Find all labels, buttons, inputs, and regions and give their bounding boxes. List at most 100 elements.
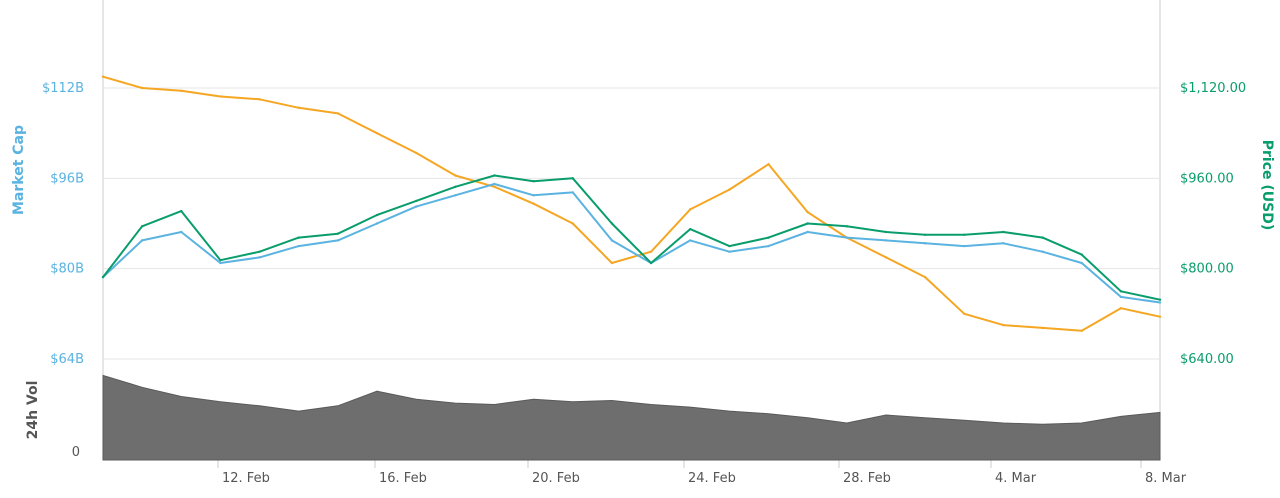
x-tick-label: 8. Mar <box>1145 471 1187 486</box>
x-tick-label: 20. Feb <box>532 471 580 486</box>
data-point-price-btc <box>923 275 927 279</box>
data-point-price-btc <box>610 261 614 265</box>
data-point-market-cap <box>767 244 770 248</box>
data-point-price-usd <box>923 233 927 236</box>
data-point-price-btc <box>258 98 261 101</box>
left-tick-label: $64B <box>50 352 84 367</box>
data-point-price-usd <box>1158 298 1162 301</box>
series-layer <box>101 75 1162 332</box>
data-point-market-cap <box>728 250 731 253</box>
data-point-market-cap <box>1080 261 1083 265</box>
data-point-price-usd <box>180 209 183 213</box>
data-point-price-usd <box>414 199 418 203</box>
data-point-price-btc <box>963 312 966 316</box>
data-point-market-cap <box>532 194 535 197</box>
data-point-price-btc <box>884 256 888 259</box>
right-axis-title: Price (USD) <box>1259 140 1275 231</box>
data-point-price-btc <box>336 112 340 115</box>
data-point-price-btc <box>219 95 222 98</box>
data-point-price-btc <box>767 163 770 166</box>
series-line-price-usd <box>102 174 1161 301</box>
data-point-price-usd <box>1080 253 1083 256</box>
data-point-price-usd <box>649 261 653 265</box>
data-point-price-usd <box>884 230 888 234</box>
data-point-market-cap <box>180 230 183 234</box>
data-point-market-cap <box>1041 250 1044 253</box>
volume-layer <box>102 374 1161 461</box>
left-tick-label: $80B <box>50 262 84 277</box>
data-point-price-usd <box>493 174 496 177</box>
x-tick-label: 4. Mar <box>995 471 1037 486</box>
tick-layer: $64B $640.00 $80B $800.00 $96B $960.00 $112B $1… <box>42 81 1246 486</box>
data-point-price-usd <box>963 233 966 236</box>
data-point-price-usd <box>571 177 574 180</box>
data-point-market-cap <box>610 239 614 242</box>
data-point-price-btc <box>297 106 300 109</box>
data-point-market-cap <box>689 239 692 242</box>
data-point-price-btc <box>1119 306 1123 310</box>
x-tick-label: 24. Feb <box>688 471 736 486</box>
data-point-price-usd <box>845 225 849 228</box>
data-point-price-usd <box>297 236 300 239</box>
data-point-price-usd <box>806 222 809 225</box>
data-point-market-cap <box>571 191 574 194</box>
left-axis-title: Market Cap <box>11 125 27 215</box>
left-tick-label: $96B <box>50 171 84 186</box>
data-point-price-usd <box>375 213 379 217</box>
data-point-price-btc <box>806 211 809 214</box>
left-tick-label: $112B <box>42 81 84 96</box>
data-point-market-cap <box>297 244 300 248</box>
data-point-price-btc <box>1158 315 1162 318</box>
x-tick-label: 16. Feb <box>379 471 427 486</box>
data-point-price-btc <box>180 89 183 93</box>
volume-area <box>102 374 1161 461</box>
data-point-price-btc <box>649 250 653 253</box>
data-point-price-btc <box>375 131 379 135</box>
data-point-market-cap <box>845 236 849 239</box>
data-point-price-usd <box>532 179 535 183</box>
data-point-price-usd <box>767 236 770 239</box>
data-point-price-usd <box>140 225 144 228</box>
data-point-price-btc <box>1002 323 1005 327</box>
data-point-price-usd <box>336 232 340 235</box>
data-point-market-cap <box>219 261 222 265</box>
data-point-price-btc <box>689 208 692 211</box>
data-point-market-cap <box>1119 295 1123 299</box>
right-tick-label: $1,120.00 <box>1180 81 1246 96</box>
data-point-market-cap <box>963 244 966 248</box>
data-point-market-cap <box>1158 301 1162 304</box>
volume-tick-label: 0 <box>72 445 80 460</box>
grid-layer <box>102 0 1161 468</box>
data-point-price-usd <box>258 250 261 253</box>
data-point-price-btc <box>493 185 496 189</box>
x-tick-label: 28. Feb <box>843 471 891 486</box>
data-point-price-usd <box>101 275 105 279</box>
data-point-price-btc <box>1041 326 1044 330</box>
data-point-market-cap <box>923 242 927 245</box>
right-tick-label: $960.00 <box>1180 171 1234 186</box>
data-point-price-usd <box>1041 236 1044 239</box>
series-line-price-btc <box>102 75 1161 332</box>
data-point-market-cap <box>258 256 261 259</box>
data-point-market-cap <box>375 222 379 225</box>
data-point-price-usd <box>610 222 614 225</box>
data-point-price-usd <box>454 185 457 189</box>
data-point-price-btc <box>101 75 105 78</box>
data-point-price-usd <box>728 244 731 248</box>
data-point-market-cap <box>414 205 418 208</box>
data-point-price-btc <box>728 188 731 191</box>
data-point-price-usd <box>219 258 222 262</box>
data-point-market-cap <box>140 239 144 242</box>
data-point-price-usd <box>1002 230 1005 234</box>
data-point-price-btc <box>1080 329 1083 332</box>
data-point-market-cap <box>336 239 340 242</box>
data-point-price-usd <box>689 227 692 231</box>
data-point-price-btc <box>140 86 144 90</box>
right-tick-label: $800.00 <box>1180 262 1234 277</box>
x-tick-label: 12. Feb <box>222 471 270 486</box>
data-point-market-cap <box>454 194 457 197</box>
data-point-price-btc <box>414 151 418 155</box>
volume-axis-title: 24h Vol <box>25 381 41 440</box>
